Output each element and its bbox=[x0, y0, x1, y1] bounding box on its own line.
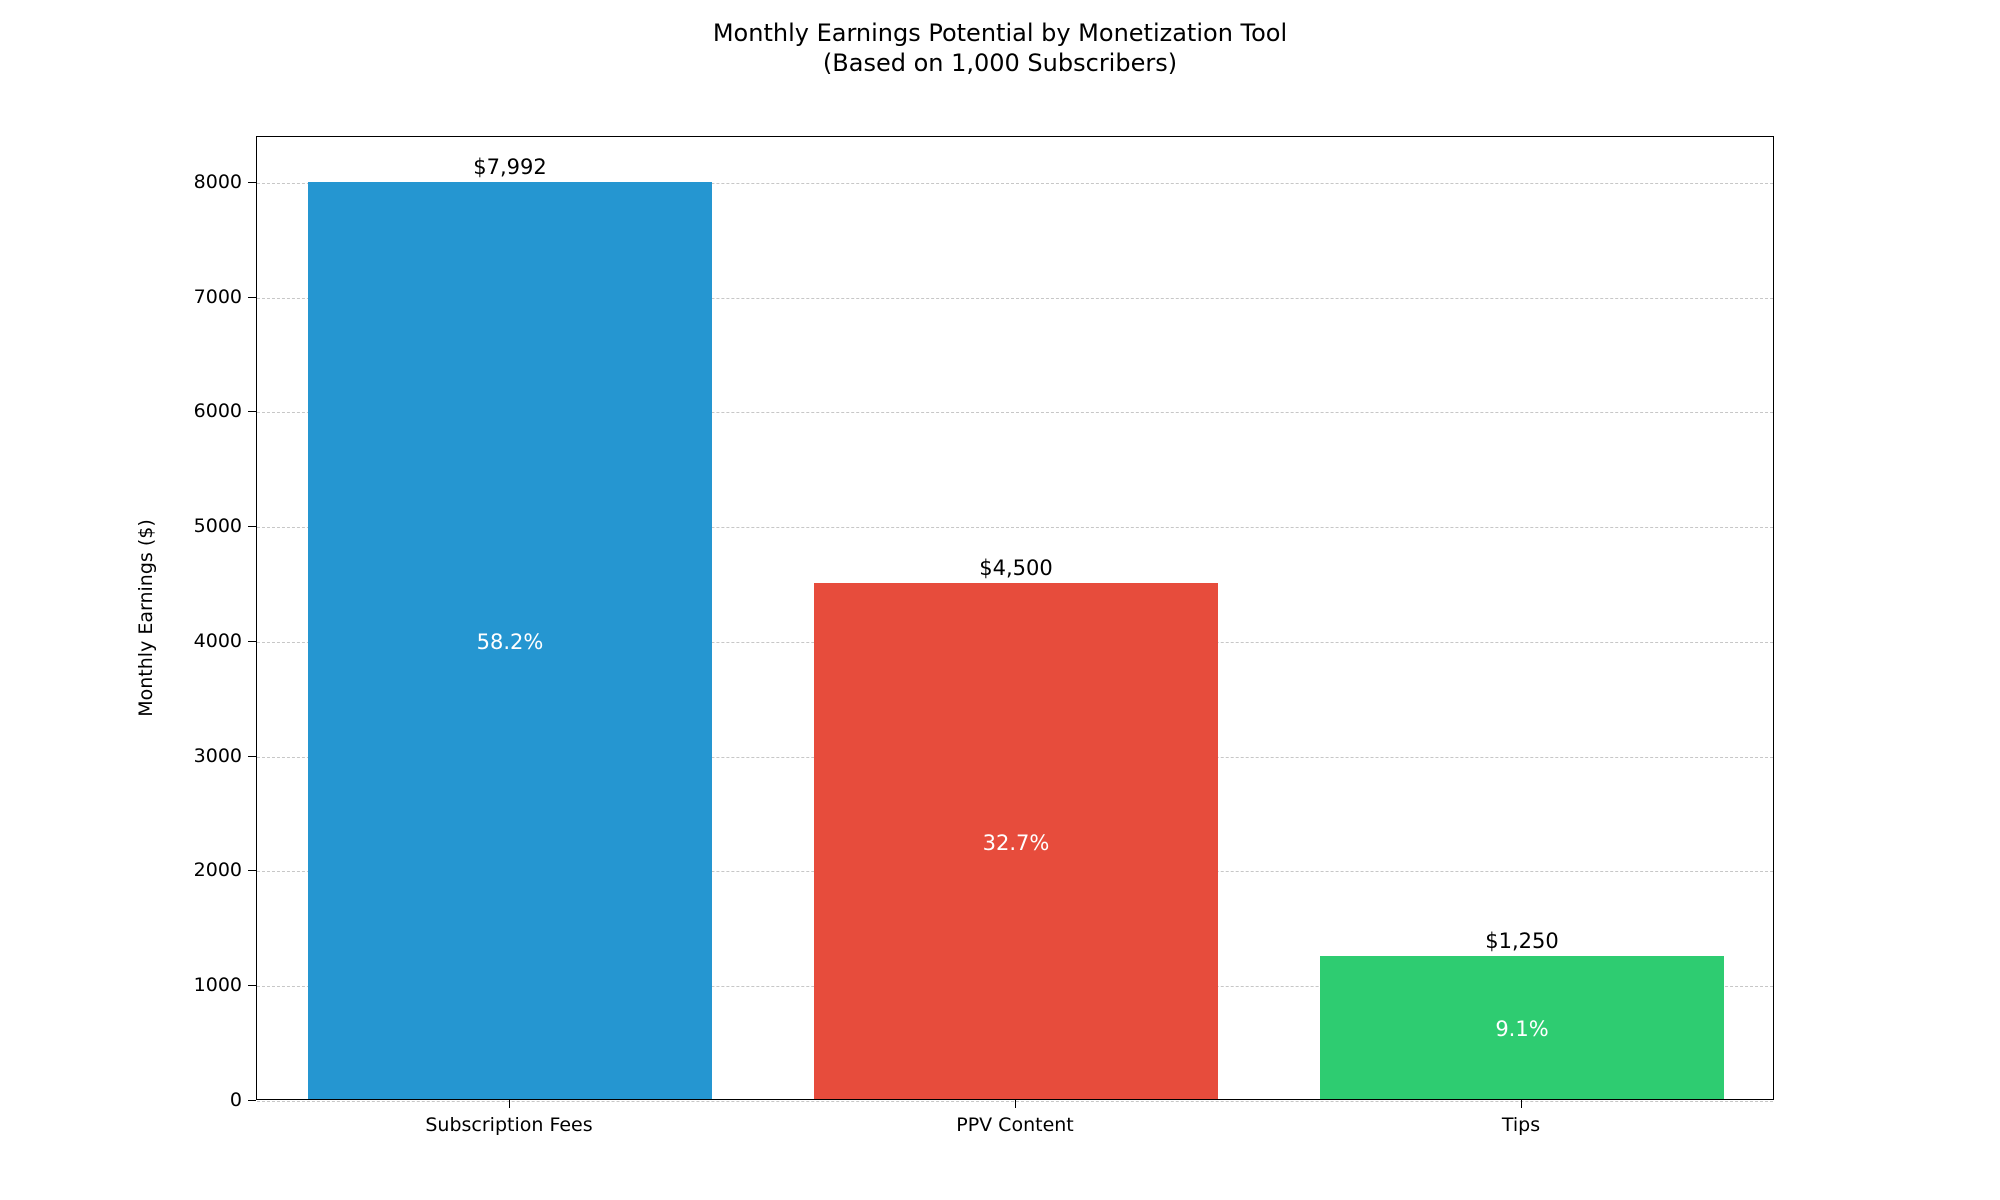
bar-percent-label: 32.7% bbox=[983, 831, 1050, 855]
y-tick-label: 2000 bbox=[194, 859, 242, 881]
x-tick-mark bbox=[1015, 1100, 1016, 1108]
plot-area: $7,992 58.2% $4,500 32.7% $1,250 9.1% bbox=[256, 136, 1774, 1100]
y-axis-label: Monthly Earnings ($) bbox=[135, 519, 157, 717]
x-tick-mark bbox=[509, 1100, 510, 1108]
y-tick-label: 5000 bbox=[194, 515, 242, 537]
y-tick-mark bbox=[248, 985, 256, 986]
bar-value-label: $1,250 bbox=[1485, 929, 1558, 953]
bar-value-label: $7,992 bbox=[473, 155, 546, 179]
x-tick-label: Subscription Fees bbox=[425, 1114, 592, 1136]
x-tick-mark bbox=[1521, 1100, 1522, 1108]
y-tick-label: 7000 bbox=[194, 286, 242, 308]
bar-percent-label: 58.2% bbox=[477, 630, 544, 654]
chart-title: Monthly Earnings Potential by Monetizati… bbox=[0, 18, 2000, 78]
y-tick-label: 1000 bbox=[194, 974, 242, 996]
title-line-1: Monthly Earnings Potential by Monetizati… bbox=[713, 19, 1287, 47]
y-tick-label: 6000 bbox=[194, 400, 242, 422]
y-tick-mark bbox=[248, 870, 256, 871]
bar-percent-label: 9.1% bbox=[1495, 1017, 1548, 1041]
y-tick-mark bbox=[248, 756, 256, 757]
y-tick-mark bbox=[248, 182, 256, 183]
y-tick-mark bbox=[248, 526, 256, 527]
y-tick-mark bbox=[248, 411, 256, 412]
bar-value-label: $4,500 bbox=[979, 556, 1052, 580]
x-tick-label: Tips bbox=[1502, 1114, 1540, 1136]
x-tick-label: PPV Content bbox=[956, 1114, 1074, 1136]
y-tick-mark bbox=[248, 297, 256, 298]
y-tick-label: 4000 bbox=[194, 630, 242, 652]
y-tick-label: 8000 bbox=[194, 171, 242, 193]
chart-container: Monthly Earnings Potential by Monetizati… bbox=[0, 0, 2000, 1200]
y-tick-mark bbox=[248, 1100, 256, 1101]
y-tick-label: 3000 bbox=[194, 745, 242, 767]
y-tick-label: 0 bbox=[230, 1089, 242, 1111]
title-line-2: (Based on 1,000 Subscribers) bbox=[823, 49, 1177, 77]
y-tick-mark bbox=[248, 641, 256, 642]
